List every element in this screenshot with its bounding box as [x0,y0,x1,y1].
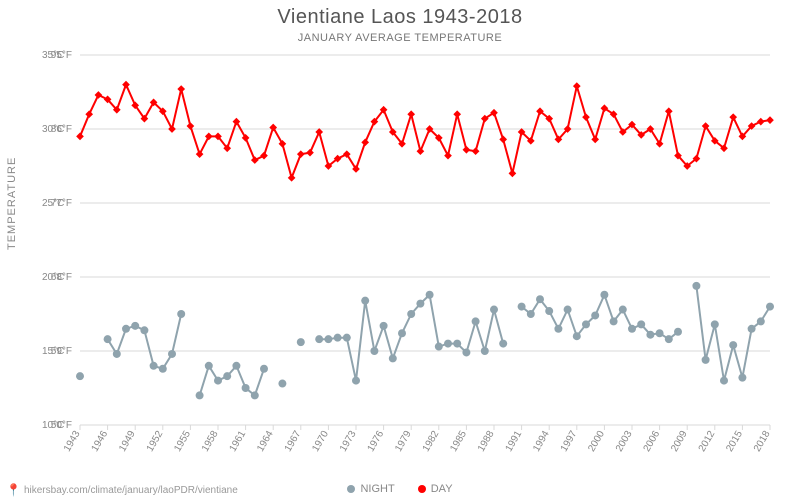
svg-text:2003: 2003 [614,429,635,454]
svg-text:1958: 1958 [200,429,221,454]
chart-title: Vientiane Laos 1943-2018 [0,6,800,29]
svg-text:1952: 1952 [145,429,166,454]
svg-text:50°F: 50°F [51,420,72,431]
svg-text:1961: 1961 [228,429,249,454]
svg-text:2015: 2015 [724,429,745,454]
source-url: hikersbay.com/climate/january/laoPDR/vie… [24,485,238,496]
svg-text:2006: 2006 [642,429,663,454]
svg-text:1976: 1976 [366,429,387,454]
svg-text:77°F: 77°F [51,198,72,209]
legend-night-dot [347,485,355,493]
svg-text:1988: 1988 [476,429,497,454]
svg-text:1994: 1994 [531,429,552,454]
svg-text:1979: 1979 [393,429,414,454]
svg-text:1991: 1991 [504,429,525,454]
svg-text:1955: 1955 [172,429,193,454]
svg-text:1964: 1964 [255,429,276,454]
svg-text:1982: 1982 [421,429,442,454]
legend-day-label: DAY [431,483,453,495]
svg-text:1949: 1949 [117,429,138,454]
source-line: 📍 hikersbay.com/climate/january/laoPDR/v… [6,483,238,497]
svg-text:1997: 1997 [559,429,580,454]
y-axis-label: TEMPERATURE [6,157,18,250]
plot-svg: 10°C50°F15°C59°F20°C68°F25°C77°F30°C86°F… [0,0,800,500]
temperature-chart: { "title": "Vientiane Laos 1943-2018", "… [0,0,800,500]
svg-text:1967: 1967 [283,429,304,454]
svg-text:86°F: 86°F [51,124,72,135]
chart-subtitle: JANUARY AVERAGE TEMPERATURE [0,32,800,44]
pin-icon: 📍 [6,483,21,497]
svg-text:1970: 1970 [310,429,331,454]
svg-text:59°F: 59°F [51,346,72,357]
legend-day: DAY [418,483,453,495]
svg-text:2012: 2012 [697,429,718,454]
svg-text:1946: 1946 [90,429,111,454]
svg-text:2000: 2000 [586,429,607,454]
svg-text:1985: 1985 [448,429,469,454]
legend-night-label: NIGHT [360,483,394,495]
svg-text:2018: 2018 [752,429,773,454]
svg-text:1973: 1973 [338,429,359,454]
svg-text:1943: 1943 [62,429,83,454]
svg-text:68°F: 68°F [51,272,72,283]
svg-text:95°F: 95°F [51,50,72,61]
svg-text:2009: 2009 [669,429,690,454]
legend-day-dot [418,485,426,493]
legend-night: NIGHT [347,483,394,495]
